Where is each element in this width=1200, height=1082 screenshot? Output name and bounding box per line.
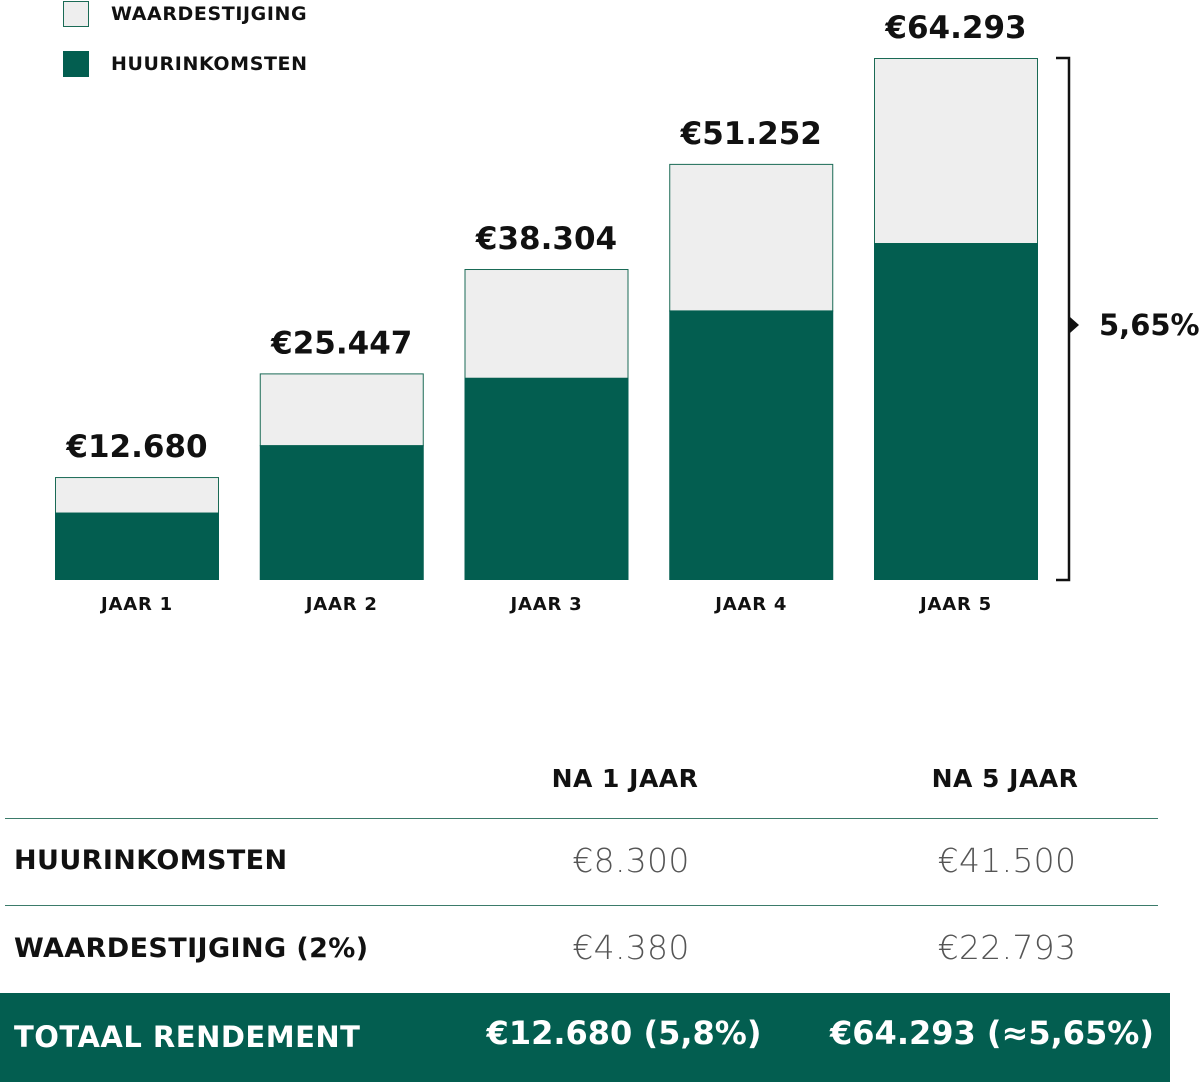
bar-huurinkomsten-5 [874,243,1038,581]
cell-totaal-1-jaar: €12.680 (5,8%) [486,1014,762,1052]
legend-label-waardestijging: WAARDESTIJGING [111,3,308,25]
table-header-1-jaar: NA 1 JAAR [551,764,699,793]
cell-totaal-5-jaar: €64.293 (≈5,65%) [830,1014,1154,1052]
bar-waardestijging-4 [669,163,834,312]
bar-total-label-1: €12.680 [65,429,207,465]
legend-item-waardestijging: WAARDESTIJGING [63,1,307,27]
bar-total-label-3: €38.304 [475,221,617,257]
stacked-bar-chart: €12.680 JAAR 1 €25.447 JAAR 2 €38.304 JAAR 3 €… [55,10,1200,615]
bar-waardestijging-5 [874,58,1038,245]
bar-huurinkomsten-2 [259,445,424,580]
cell-waardestijging-5-jaar: €22.793 [937,928,1077,967]
x-axis-label-jaar-5: JAAR 5 [918,594,992,615]
bar-huurinkomsten-4 [669,310,834,580]
bar-waardestijging-2 [259,373,424,447]
row-label-huurinkomsten: HUURINKOMSTEN [14,845,288,876]
bar-huurinkomsten-3 [464,377,629,580]
x-axis-label-jaar-3: JAAR 3 [508,594,582,615]
row-label-totaal-rendement: TOTAAL RENDEMENT [14,1020,361,1054]
bar-waardestijging-1 [55,477,219,514]
cell-huurinkomsten-1-jaar: €8.300 [572,841,690,880]
bar-total-label-2: €25.447 [270,325,412,361]
bar-waardestijging-3 [464,269,629,379]
bar-total-label-4: €51.252 [680,116,822,152]
legend-item-huurinkomsten: HUURINKOMSTEN [63,51,308,77]
bracket-percentage-label: 5,65% [1099,308,1200,342]
x-axis-label-jaar-2: JAAR 2 [304,594,378,615]
table-divider [5,905,1158,906]
row-label-waardestijging: WAARDESTIJGING (2%) [14,933,369,964]
total-row-background [0,993,1170,1082]
legend-label-huurinkomsten: HUURINKOMSTEN [111,53,308,75]
legend-swatch-waardestijging [63,1,89,27]
bar-total-label-5: €64.293 [884,10,1026,46]
table-header-5-jaar: NA 5 JAAR [931,764,1079,793]
bar-huurinkomsten-1 [55,512,219,580]
x-axis-label-jaar-4: JAAR 4 [713,594,787,615]
cell-huurinkomsten-5-jaar: €41.500 [937,841,1077,880]
legend-swatch-huurinkomsten [63,51,89,77]
bracket-pointer [1070,317,1079,333]
table-divider [5,818,1158,819]
x-axis-label-jaar-1: JAAR 1 [99,594,173,615]
cell-waardestijging-1-jaar: €4.380 [572,928,690,967]
bracket-line [1056,56,1071,582]
